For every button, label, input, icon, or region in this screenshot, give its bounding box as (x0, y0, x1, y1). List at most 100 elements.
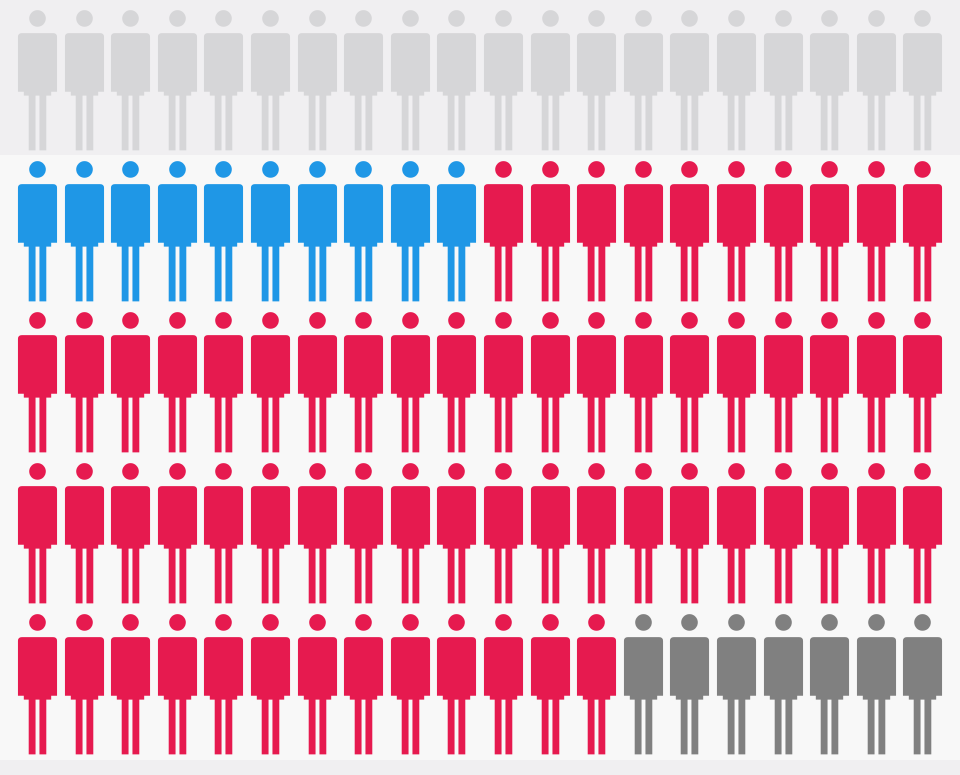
person-icon (437, 161, 477, 302)
person-icon (250, 614, 291, 755)
person-icon (577, 10, 617, 151)
person-icon (64, 614, 104, 755)
person-icon (623, 312, 663, 453)
person-icon (716, 161, 757, 302)
person-icon (483, 161, 524, 302)
person-icon (670, 161, 710, 302)
person-icon (204, 312, 244, 453)
person-icon (437, 614, 477, 755)
person-icon (297, 614, 337, 755)
person-icon (17, 614, 58, 755)
person-icon (250, 312, 291, 453)
person-icon (530, 161, 570, 302)
person-icon (670, 463, 710, 604)
person-icon (483, 614, 524, 755)
person-icon (810, 161, 850, 302)
person-icon (856, 10, 896, 151)
person-icon (297, 463, 337, 604)
person-icon (297, 161, 337, 302)
person-icon (483, 312, 524, 453)
person-icon (157, 10, 197, 151)
person-icon (530, 10, 570, 151)
person-icon (390, 614, 430, 755)
person-icon (903, 161, 943, 302)
person-icon (856, 463, 896, 604)
person-icon (577, 463, 617, 604)
person-icon (530, 463, 570, 604)
person-icon (623, 463, 663, 604)
person-icon (250, 10, 291, 151)
person-icon (810, 614, 850, 755)
person-icon (390, 312, 430, 453)
person-icon (297, 10, 337, 151)
person-icon (344, 161, 384, 302)
person-icon (763, 463, 803, 604)
person-icon (157, 161, 197, 302)
person-icon (64, 463, 104, 604)
person-icon (64, 10, 104, 151)
person-icon (530, 614, 570, 755)
person-icon (157, 463, 197, 604)
person-icon (437, 312, 477, 453)
person-icon (810, 10, 850, 151)
person-icon (623, 161, 663, 302)
person-icon (157, 614, 197, 755)
person-icon (344, 614, 384, 755)
person-icon (763, 312, 803, 453)
person-icon (111, 161, 151, 302)
person-icon (577, 312, 617, 453)
person-icon (530, 312, 570, 453)
person-icon (17, 463, 58, 604)
person-icon (204, 10, 244, 151)
person-icon (903, 463, 943, 604)
person-icon (623, 614, 663, 755)
person-icon (856, 614, 896, 755)
person-icon (111, 463, 151, 604)
person-icon (250, 161, 291, 302)
person-icon (483, 10, 524, 151)
person-icon (390, 10, 430, 151)
person-icon (716, 614, 757, 755)
person-icon (437, 10, 477, 151)
person-icon (204, 161, 244, 302)
person-icon (344, 10, 384, 151)
person-icon (204, 463, 244, 604)
person-icon (903, 10, 943, 151)
person-icon (670, 614, 710, 755)
person-icon (437, 463, 477, 604)
person-icon (64, 312, 104, 453)
person-icon (577, 614, 617, 755)
person-icon (763, 10, 803, 151)
person-icon (344, 463, 384, 604)
person-icon (810, 463, 850, 604)
person-icon (577, 161, 617, 302)
person-icon (17, 161, 58, 302)
person-icon (856, 312, 896, 453)
person-icon (810, 312, 850, 453)
person-icon (623, 10, 663, 151)
person-icon (716, 312, 757, 453)
person-icon (64, 161, 104, 302)
person-icon (390, 463, 430, 604)
person-icon (716, 10, 757, 151)
person-icon (157, 312, 197, 453)
person-icon (204, 614, 244, 755)
person-icon (250, 463, 291, 604)
person-icon (111, 10, 151, 151)
person-icon (763, 614, 803, 755)
person-icon (17, 312, 58, 453)
person-icon (111, 614, 151, 755)
person-icon (670, 10, 710, 151)
person-icon (856, 161, 896, 302)
person-icon (903, 614, 943, 755)
person-icon (297, 312, 337, 453)
person-icon (111, 312, 151, 453)
person-icon (17, 10, 58, 151)
person-icon (670, 312, 710, 453)
person-icon (716, 463, 757, 604)
person-icon (483, 463, 524, 604)
person-icon (344, 312, 384, 453)
person-icon (763, 161, 803, 302)
person-icon (903, 312, 943, 453)
